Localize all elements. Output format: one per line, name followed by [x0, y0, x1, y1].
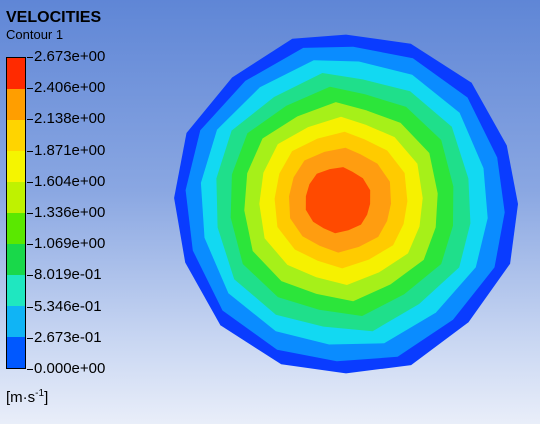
colorbar-tick: [27, 181, 33, 183]
colorbar-tick: [27, 275, 33, 277]
colorbar-tick-label: 2.673e+00: [34, 48, 106, 65]
units-exponent: -1: [35, 388, 45, 399]
colorbar-tick-label: 2.138e+00: [34, 110, 106, 128]
legend-title: VELOCITIES: [6, 9, 102, 26]
colorbar-band: [7, 58, 25, 89]
colorbar-tick-label: 1.069e+00: [34, 235, 106, 253]
units-prefix: [m·s: [6, 389, 36, 406]
colorbar: [6, 57, 26, 369]
legend-subtitle: Contour 1: [6, 27, 64, 42]
colorbar-tick-label: 2.406e+00: [34, 79, 106, 97]
colorbar-tick-label: 8.019e-01: [34, 266, 102, 284]
colorbar-tick: [27, 369, 33, 370]
colorbar-band: [7, 182, 25, 213]
colorbar-tick-label: 0.000e+00: [34, 360, 106, 377]
colorbar-tick-label: 2.673e-01: [34, 328, 102, 346]
colorbar-tick: [27, 150, 33, 152]
colorbar-band: [7, 306, 25, 337]
colorbar-band: [7, 151, 25, 182]
colorbar-tick: [27, 88, 33, 90]
colorbar-tick-label: 1.871e+00: [34, 141, 106, 159]
colorbar-tick-label: 1.604e+00: [34, 172, 106, 190]
colorbar-band: [7, 337, 25, 368]
colorbar-tick: [27, 306, 33, 308]
colorbar-band: [7, 89, 25, 120]
units-suffix: ]: [44, 389, 49, 406]
colorbar-tick: [27, 57, 33, 58]
colorbar-tick: [27, 119, 33, 121]
colorbar-band: [7, 275, 25, 306]
colorbar-tick-label: 5.346e-01: [34, 297, 102, 315]
colorbar-band: [7, 244, 25, 275]
contour-band: [305, 167, 371, 234]
colorbar-tick-label: 1.336e+00: [34, 204, 106, 221]
colorbar-tick: [27, 337, 33, 339]
colorbar-band: [7, 120, 25, 151]
colorbar-tick: [27, 213, 33, 214]
colorbar-tick: [27, 244, 33, 246]
colorbar-band: [7, 213, 25, 244]
units-label: [m·s-1]: [6, 388, 48, 406]
